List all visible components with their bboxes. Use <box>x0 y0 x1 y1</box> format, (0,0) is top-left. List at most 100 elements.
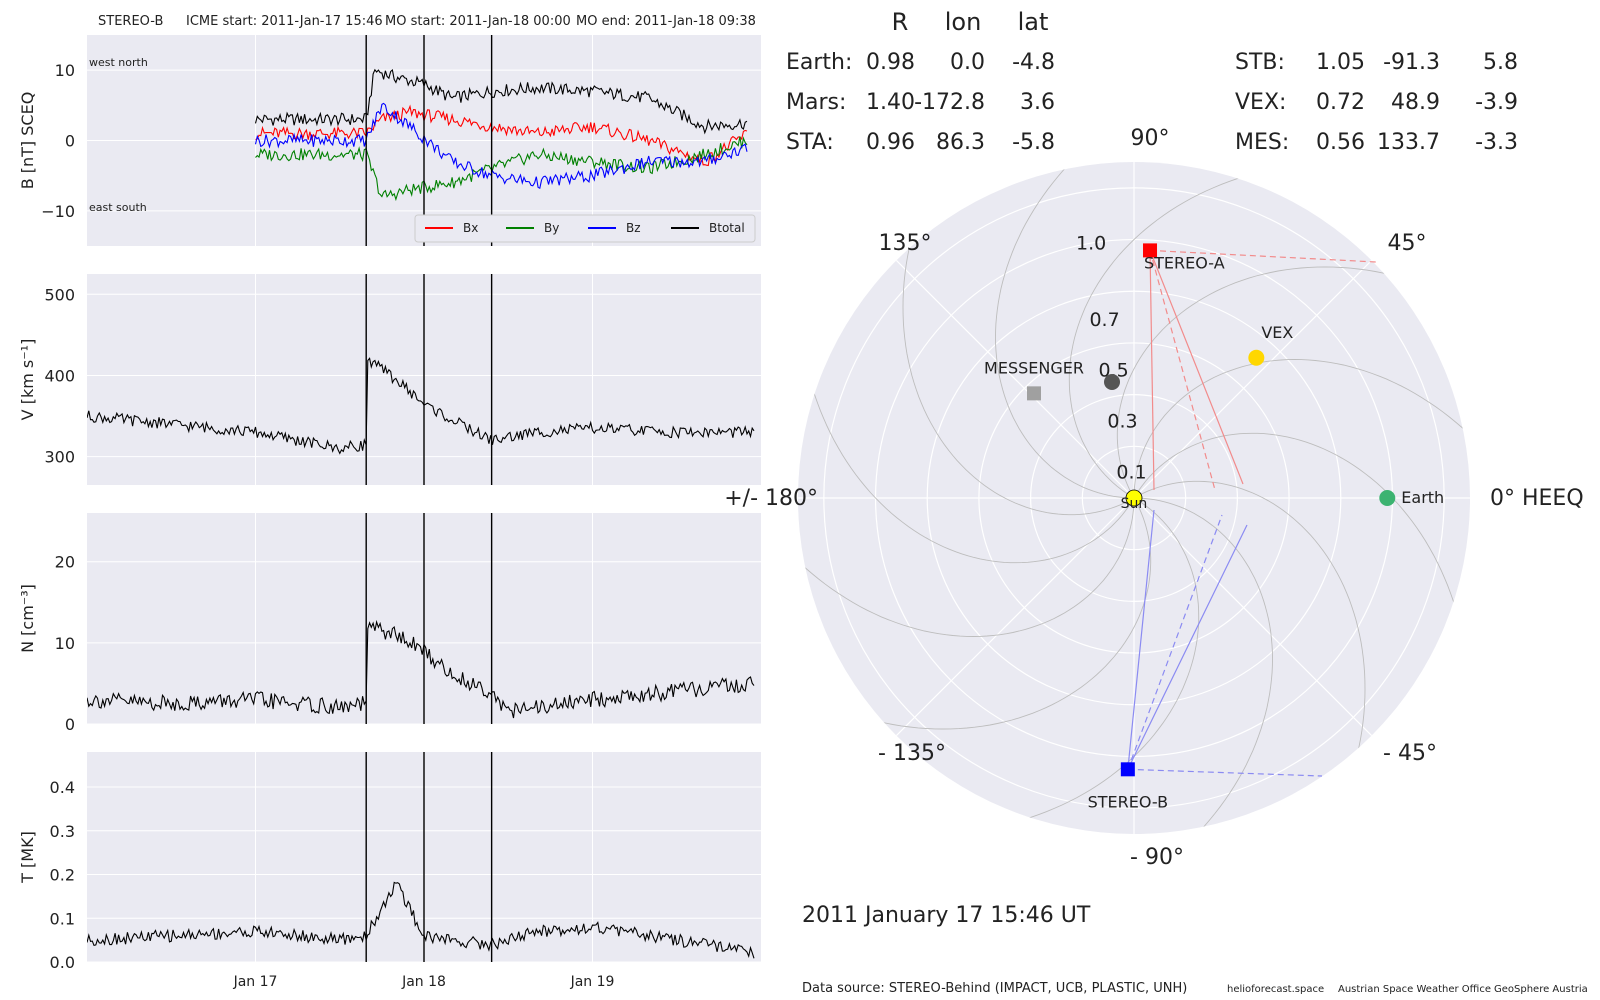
footer-source: Data source: STEREO-Behind (IMPACT, UCB,… <box>802 981 1187 996</box>
series-line-data <box>87 357 755 455</box>
angle-label: 45° <box>1388 231 1427 256</box>
radial-tick-label: 0.3 <box>1107 411 1137 433</box>
angular-spoke <box>895 497 1135 737</box>
panel-4: 0.4 0.3 0.2 0.1 0.0 T [MK] Jan 17 Jan 18 Jan 19 <box>18 752 761 990</box>
spacecraft-field-line <box>1149 250 1155 491</box>
position-r: 1.05 <box>1316 50 1365 75</box>
position-lat: -5.8 <box>1012 130 1055 155</box>
position-name: MES: <box>1235 130 1289 155</box>
series-group <box>87 619 755 719</box>
legend-box <box>414 214 756 243</box>
radial-tick-label: 0.5 <box>1098 360 1128 382</box>
position-name: STA: <box>786 130 834 155</box>
spiral-line <box>798 416 1135 637</box>
point-vex-marker <box>1248 349 1265 366</box>
spacecraft-field-line <box>1127 768 1323 777</box>
header-icme-start: ICME start: 2011-Jan-17 15:46 <box>186 14 383 29</box>
point-stereo-a-label: STEREO-A <box>1144 253 1225 272</box>
y-tick-label: 0.0 <box>50 953 75 972</box>
y-tick-label: 500 <box>44 285 75 304</box>
spiral-line <box>995 162 1216 499</box>
y-tick-label: 10 <box>55 634 75 653</box>
position-lat: -3.9 <box>1475 90 1518 115</box>
spacecraft-field-line <box>1149 250 1216 491</box>
spiral-line <box>1133 359 1470 580</box>
series-line-btotal <box>254 68 748 135</box>
position-r: 0.98 <box>866 50 915 75</box>
series-line-bx <box>255 104 748 167</box>
series-line-data <box>87 881 755 959</box>
corner-label-bottom: east south <box>89 201 147 214</box>
series-line-by <box>255 136 748 202</box>
y-axis-label: B [nT] SCEQ <box>18 92 37 190</box>
spacecraft-field-line <box>1149 250 1244 485</box>
point-stereo-b-label: STEREO-B <box>1088 792 1168 811</box>
y-axis-label: V [km s⁻¹] <box>18 339 37 421</box>
legend-label: By <box>544 221 559 235</box>
point-sun-label: Sun <box>1121 496 1148 512</box>
position-r: 0.72 <box>1316 90 1365 115</box>
y-tick-label: 400 <box>44 366 75 385</box>
x-tick-label: Jan 19 <box>570 974 615 990</box>
legend-label: Bx <box>463 221 478 235</box>
position-r: 1.40 <box>866 90 915 115</box>
position-name: VEX: <box>1235 90 1286 115</box>
angle-label: 135° <box>879 231 932 256</box>
point-stereo-a-marker <box>1143 243 1158 258</box>
radial-tick-label: 0.7 <box>1089 309 1119 331</box>
position-lon: -172.8 <box>914 90 985 115</box>
y-tick-label: 20 <box>55 553 75 572</box>
point-vex-label: VEX <box>1261 323 1293 342</box>
spacecraft-field-line <box>1127 514 1223 770</box>
angle-label: - 135° <box>878 741 946 766</box>
angle-label: - 45° <box>1383 741 1437 766</box>
position-lon: 48.9 <box>1391 90 1440 115</box>
position-table: R lon lat Earth: 0.98 0.0 -4.8 Mars: 1.40 -172… <box>786 8 1518 155</box>
y-tick-label: −10 <box>41 202 75 221</box>
angle-label: +/- 180° <box>724 486 818 511</box>
angle-label: 90° <box>1131 126 1170 151</box>
point-messenger-marker <box>1027 386 1042 401</box>
point-sun-marker <box>1125 489 1143 507</box>
position-lat: -4.8 <box>1012 50 1055 75</box>
position-name: Earth: <box>786 50 852 75</box>
col-header-lat: lat <box>1018 8 1049 36</box>
position-lat: 3.6 <box>1020 90 1055 115</box>
series-group <box>254 68 748 202</box>
radial-tick-label: 1.0 <box>1076 232 1106 254</box>
position-lon: 133.7 <box>1377 130 1440 155</box>
col-header-lon: lon <box>945 8 982 36</box>
position-r: 0.56 <box>1316 130 1365 155</box>
y-tick-label: 0.2 <box>50 866 75 885</box>
x-tick-label: Jan 18 <box>401 974 446 990</box>
y-tick-label: 10 <box>55 61 75 80</box>
position-lon: 0.0 <box>950 50 985 75</box>
point-messenger-label: MESSENGER <box>984 358 1084 377</box>
series-group <box>87 357 755 455</box>
x-tick-label: Jan 17 <box>233 974 278 990</box>
spacecraft-field-line <box>1149 249 1377 263</box>
position-lat: -3.3 <box>1475 130 1518 155</box>
polar-date-title: 2011 January 17 15:46 UT <box>802 903 1091 928</box>
point-earth-label: Earth <box>1401 488 1444 507</box>
footer-credit-3: GeoSphere Austria <box>1494 984 1588 995</box>
position-lat: 5.8 <box>1483 50 1518 75</box>
angle-label: 0° HEEQ <box>1490 486 1584 511</box>
inner-body-marker <box>1104 374 1120 390</box>
footer-credit-2: Austrian Space Weather Office <box>1338 984 1491 995</box>
angular-spoke <box>1133 259 1373 499</box>
legend-label: Btotal <box>709 221 745 235</box>
series-line-bz <box>254 102 748 189</box>
polar-position-plot: 0.1 0.3 0.5 0.7 1.0 90° 45° 0° HEEQ - 45° - 90° - … <box>724 126 1584 870</box>
panel-2: 500 400 300 V [km s⁻¹] <box>18 274 761 485</box>
series-group <box>87 881 755 959</box>
y-tick-label: 0.1 <box>50 909 75 928</box>
position-name: Mars: <box>786 90 846 115</box>
y-axis-label: N [cm⁻³] <box>18 584 37 653</box>
position-lon: -91.3 <box>1383 50 1440 75</box>
y-tick-label: 0 <box>65 715 75 734</box>
y-axis-label: T [MK] <box>18 831 37 884</box>
